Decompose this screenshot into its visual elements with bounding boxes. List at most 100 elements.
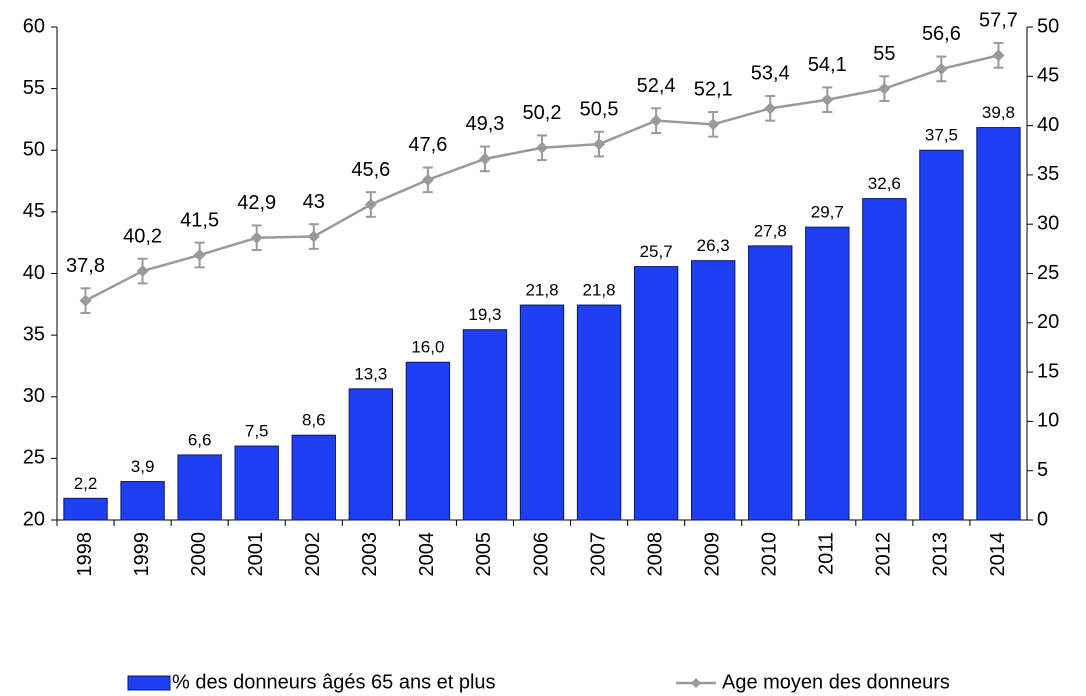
x-tick-label: 2007 [587,532,609,577]
line-value-label: 56,6 [922,23,961,45]
bar-value-label: 39,8 [982,103,1015,122]
bar-value-label: 27,8 [754,221,787,240]
y-tick-label: 45 [23,200,45,222]
x-tick-label: 1999 [131,532,153,577]
y2-tick-label: 10 [1037,410,1059,432]
bar [862,198,907,521]
bar-value-label: 19,3 [468,305,501,324]
line-value-label: 47,6 [408,134,447,156]
x-tick-label: 2008 [644,532,666,577]
bar [405,361,451,521]
bar [462,329,508,521]
line-value-label: 43 [303,191,325,213]
line-marker [136,265,149,278]
x-tick-label: 2011 [816,532,838,575]
bar [576,304,622,521]
y2-tick-label: 50 [1037,15,1059,37]
line-value-label: 42,9 [237,192,276,214]
y2-tick-label: 45 [1037,65,1059,87]
line-marker [935,62,948,75]
bar [63,497,108,521]
bar [633,266,679,521]
x-tick-label: 2005 [473,532,495,577]
y-tick-label: 50 [23,139,45,161]
line-marker [364,198,377,211]
bar-value-label: 7,5 [245,422,269,441]
line-marker [421,173,434,186]
x-tick-label: 2014 [987,532,1009,577]
line-value-label: 37,8 [66,255,105,277]
line-value-label: 53,4 [751,63,790,85]
x-tick-label: 2012 [873,532,895,577]
bar [690,260,736,521]
y-tick-label: 40 [23,262,45,284]
y-tick-label: 55 [23,77,45,99]
y2-tick-label: 20 [1037,311,1059,333]
bar [748,245,793,521]
line-marker [821,93,834,106]
bar [348,388,394,521]
x-tick-label: 2002 [302,532,324,577]
bar [519,304,565,521]
line-marker [250,231,263,244]
bar [120,481,165,521]
y2-tick-label: 30 [1037,212,1059,234]
legend-marker [691,678,701,688]
y2-tick-label: 15 [1037,360,1059,382]
line-value-label: 52,4 [637,75,676,97]
legend-swatch [127,675,171,691]
line-value-label: 52,1 [694,79,733,101]
bar-value-label: 29,7 [811,203,844,222]
line-marker [992,49,1005,62]
line-marker [536,141,548,154]
line [84,54,999,302]
line-value-label: 49,3 [465,113,504,135]
x-tick-label: 2006 [530,532,552,577]
y2-tick-label: 35 [1037,163,1059,185]
bar [919,149,964,521]
bar [805,226,850,521]
y-tick-label: 35 [23,323,45,345]
line-value-label: 40,2 [123,225,162,247]
line-marker [593,138,606,151]
line-marker [193,249,206,262]
y-tick-label: 25 [23,447,45,469]
y2-tick-label: 5 [1037,459,1048,481]
line-value-label: 50,2 [523,102,562,124]
x-tick-label: 2001 [245,532,267,577]
bar [234,445,279,521]
x-tick-label: 2000 [188,532,210,577]
x-tick-label: 2009 [701,532,723,577]
line-marker [650,114,663,127]
x-tick-label: 1998 [74,532,96,577]
line-value-label: 55 [873,43,895,65]
bar-value-label: 3,9 [131,457,155,476]
line-value-label: 41,5 [180,209,219,231]
bar-value-label: 21,8 [583,281,616,300]
x-tick-label: 2013 [930,532,952,577]
legend-label: Age moyen des donneurs [722,671,950,693]
y-tick-label: 20 [23,508,45,530]
y-tick-label: 30 [23,385,45,407]
y2-tick-label: 0 [1037,508,1048,530]
bar [291,434,336,521]
bar-value-label: 25,7 [640,242,673,261]
bar-value-label: 6,6 [188,430,212,449]
bar-value-label: 37,5 [925,126,958,145]
line-value-label: 57,7 [979,10,1018,32]
line-value-label: 54,1 [808,54,847,76]
bar-value-label: 32,6 [868,174,901,193]
bar [177,454,222,521]
line-value-label: 50,5 [580,98,619,120]
line-marker [307,230,320,243]
line-marker [764,102,777,115]
bar-value-label: 26,3 [697,236,730,255]
bar-value-label: 16,0 [411,338,444,357]
x-tick-label: 2003 [359,532,381,577]
x-tick-label: 2010 [759,532,781,577]
line-marker [79,294,92,307]
line-marker [707,118,720,131]
line-marker [878,82,891,95]
bar-value-label: 2,2 [74,474,98,493]
